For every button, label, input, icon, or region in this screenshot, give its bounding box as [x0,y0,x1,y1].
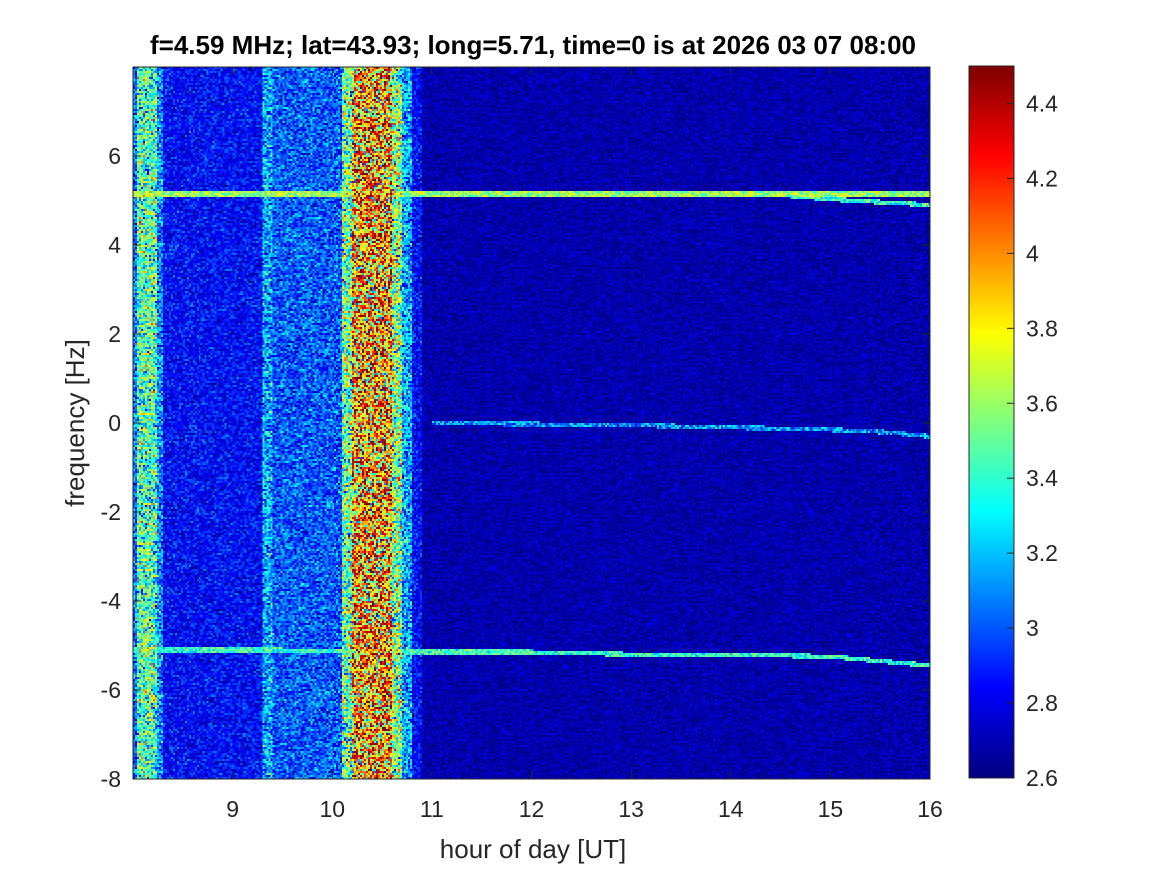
colorbar-frame [968,65,1015,779]
chart-title: f=4.59 MHz; lat=43.93; long=5.71, time=0… [150,30,916,60]
colorbar-tick-label: 3.6 [1026,390,1058,416]
x-tick-label: 12 [519,796,545,822]
colorbar-tick-label: 4.4 [1026,90,1058,116]
x-axis-label: hour of day [UT] [440,834,626,864]
y-axis-label: frequency [Hz] [60,339,90,507]
colorbar-tick-label: 3.4 [1026,465,1058,491]
colorbar-tick-label: 3.8 [1026,315,1058,341]
y-tick-label: 4 [108,232,121,258]
x-axis: 9 10 11 12 13 14 15 16 [226,67,943,822]
y-tick-label: 2 [108,321,121,347]
x-tick-label: 13 [618,796,644,822]
colorbar-tick-label: 3.2 [1026,540,1058,566]
y-tick-label: -8 [101,766,121,792]
y-tick-label: -2 [101,499,121,525]
y-axis: -8 -6 -4 -2 0 2 4 6 [101,143,930,792]
colorbar-tick-label: 2.8 [1026,690,1058,716]
colorbar-tick-label: 2.6 [1026,765,1058,791]
x-tick-label: 14 [718,796,744,822]
colorbar-tick-label: 4 [1026,240,1039,266]
x-tick-label: 9 [226,796,239,822]
plot-area [133,67,930,779]
x-tick-label: 11 [420,796,444,822]
colorbar-tick-label: 3 [1026,615,1039,641]
y-tick-label: -4 [101,588,122,614]
colorbar-tick-label: 4.2 [1026,165,1058,191]
x-tick-label: 10 [319,796,345,822]
colorbar-gradient [969,66,1014,778]
y-tick-label: 0 [108,410,121,436]
y-tick-label: -6 [101,677,121,703]
colorbar [969,66,1014,778]
x-tick-label: 15 [818,796,844,822]
spectrogram-heatmap [133,67,930,779]
y-tick-label: 6 [108,143,121,169]
colorbar-axis: 2.6 2.8 3 3.2 3.4 3.6 3.8 4 4.2 4.4 [1007,90,1058,791]
x-tick-label: 16 [917,796,943,822]
